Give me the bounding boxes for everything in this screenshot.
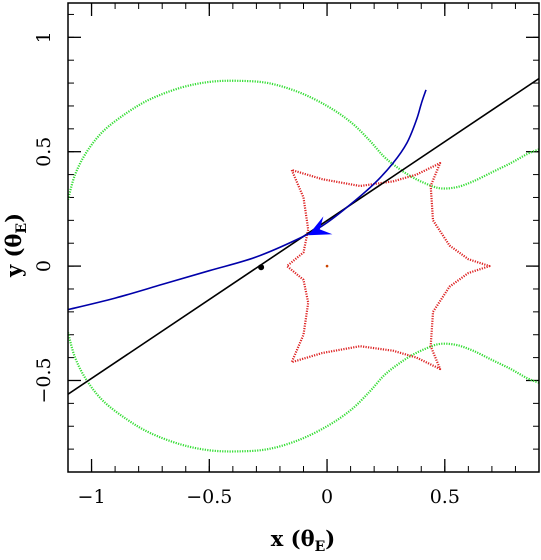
y-axis-label: y (θE) [1,213,30,278]
y-axis-label-sub: E [14,223,30,234]
y-tick-label: 0.5 [33,137,55,167]
marker-source-point [258,264,265,271]
y-tick-label: −0.5 [33,357,55,403]
plot-frame [67,2,540,473]
labels-layer: −1 −0.5 0 0.5 −0.5 0 0.5 1 [33,31,460,508]
series-critical-lower [68,332,539,453]
y-tick-label: 0 [33,260,55,272]
series-critical-upper [68,79,539,201]
x-tick-label: 0.5 [430,486,460,508]
image-direction-arrow [308,216,333,236]
x-axis-label: x (θE) [271,526,335,555]
x-tick-label: 0 [321,486,333,508]
x-tick-label: −1 [78,486,106,508]
x-tick-label: −0.5 [186,486,232,508]
ticks-layer [67,3,540,473]
series-layer [68,77,539,453]
marker-lens-center [325,264,329,268]
y-tick-label: 1 [33,31,55,43]
x-axis-label-sub: E [315,539,326,555]
series-image-track [68,89,427,311]
series-caustic [285,162,491,371]
